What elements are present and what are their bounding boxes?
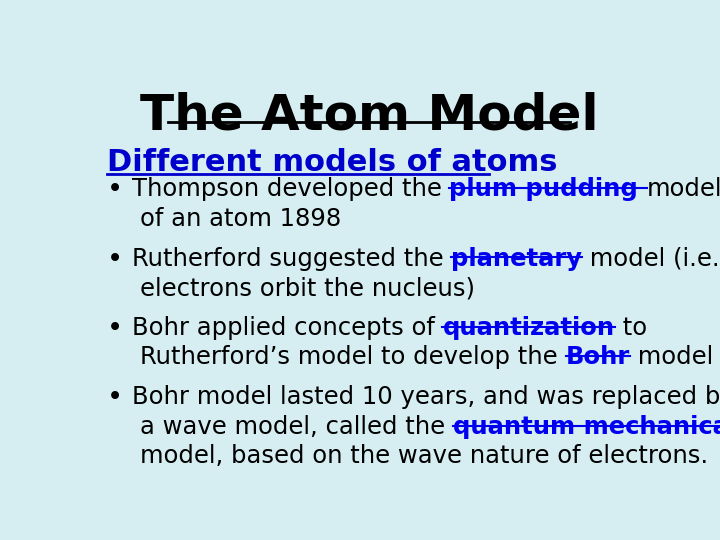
Text: quantum mechanical: quantum mechanical xyxy=(453,415,720,439)
Text: •: • xyxy=(107,386,123,411)
Text: •: • xyxy=(107,246,123,273)
Text: •: • xyxy=(107,177,123,203)
Text: model, based on the wave nature of electrons.: model, based on the wave nature of elect… xyxy=(140,444,708,468)
Text: Rutherford suggested the: Rutherford suggested the xyxy=(132,246,451,271)
Text: •: • xyxy=(107,316,123,342)
Text: quantization: quantization xyxy=(443,316,615,340)
Text: The Atom Model: The Atom Model xyxy=(140,92,598,140)
Text: model: model xyxy=(647,177,720,201)
Text: electrons orbit the nucleus): electrons orbit the nucleus) xyxy=(140,276,475,300)
Text: planetary: planetary xyxy=(451,246,582,271)
Text: model (i.e.: model (i.e. xyxy=(582,246,720,271)
Text: of an atom 1898: of an atom 1898 xyxy=(140,207,341,231)
Text: a wave model, called the: a wave model, called the xyxy=(140,415,453,439)
Text: model: model xyxy=(630,346,713,369)
Text: Bohr applied concepts of: Bohr applied concepts of xyxy=(132,316,443,340)
Text: Thompson developed the: Thompson developed the xyxy=(132,177,449,201)
Text: Bohr model lasted 10 years, and was replaced by: Bohr model lasted 10 years, and was repl… xyxy=(132,386,720,409)
Text: Rutherford’s model to develop the: Rutherford’s model to develop the xyxy=(140,346,566,369)
Text: Different models of atoms: Different models of atoms xyxy=(107,148,557,177)
Text: to: to xyxy=(615,316,647,340)
Text: plum pudding: plum pudding xyxy=(449,177,647,201)
Text: Bohr: Bohr xyxy=(566,346,630,369)
